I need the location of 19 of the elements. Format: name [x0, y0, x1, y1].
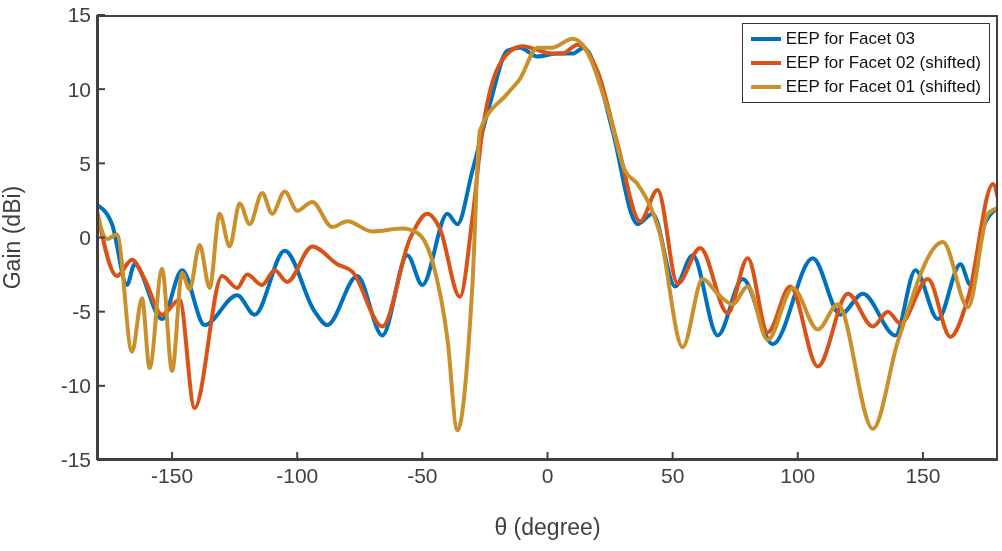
x-tick-label: -150 [151, 463, 194, 487]
x-tick-label: -100 [276, 463, 319, 487]
y-tick-label: -10 [60, 374, 91, 398]
x-tick-label: 0 [541, 463, 554, 487]
x-tick-label: 100 [780, 463, 816, 487]
y-tick-label: -15 [60, 448, 91, 472]
x-tick-label: 150 [905, 463, 941, 487]
y-tick-label: 10 [67, 77, 91, 101]
x-tick-label: 50 [660, 463, 685, 487]
y-axis-title: Gain (dBi) [0, 185, 26, 290]
y-tick-label: 15 [67, 3, 91, 27]
legend-label: EEP for Facet 03 [785, 29, 915, 49]
legend-label: EEP for Facet 02 (shifted) [785, 53, 981, 73]
y-tick-label: -5 [72, 300, 91, 324]
x-axis-title: θ (degree) [494, 514, 601, 540]
y-tick-label: 5 [79, 151, 91, 175]
legend-label: EEP for Facet 01 (shifted) [785, 77, 981, 97]
x-tick-label: -50 [407, 463, 438, 487]
y-tick-label: 0 [79, 225, 91, 249]
